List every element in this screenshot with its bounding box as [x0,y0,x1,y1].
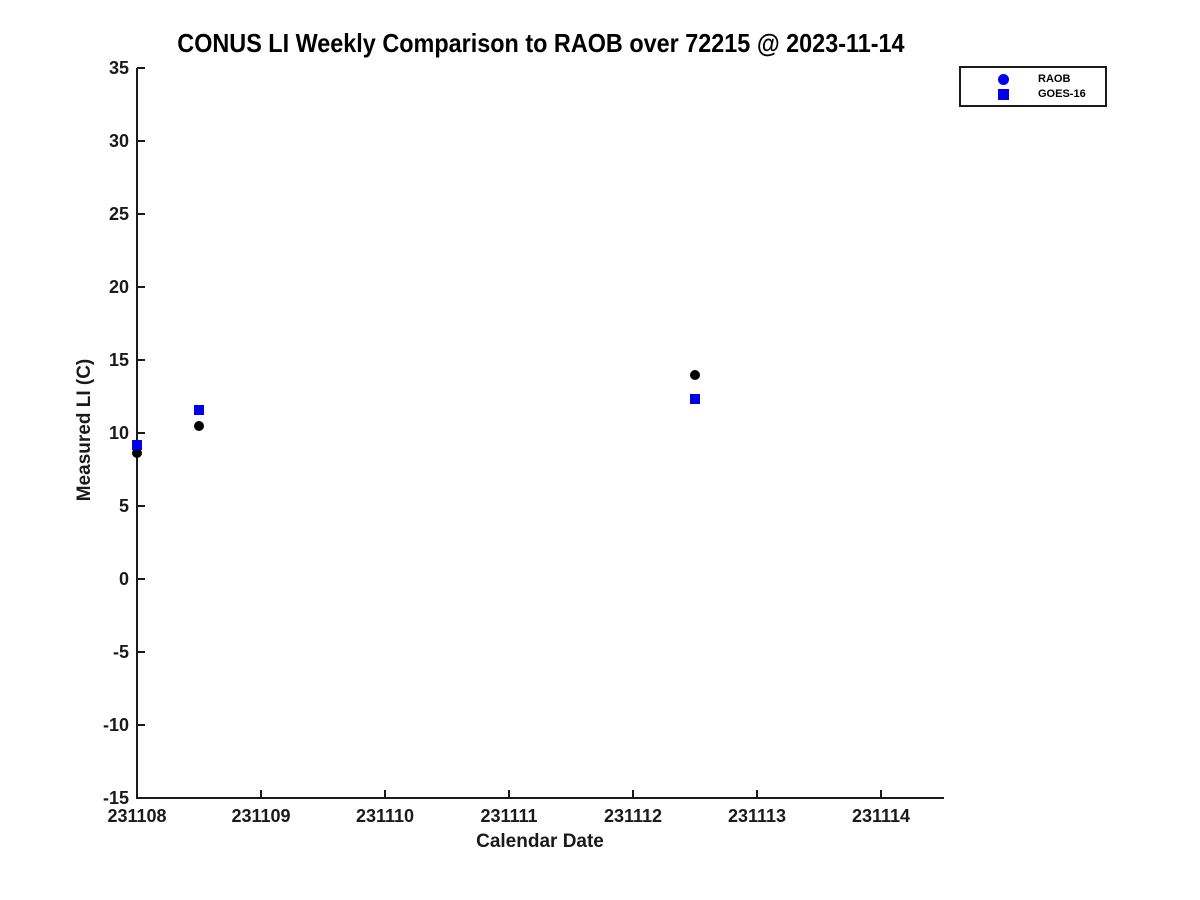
y-axis-tick-label: 30 [108,131,129,151]
y-axis-tick-label: 10 [108,423,129,443]
y-axis-tick [137,505,145,507]
x-axis-tick [260,790,262,798]
y-axis-label: Measured LI (C) [74,358,95,502]
y-axis-tick [137,213,145,215]
y-axis-tick-label: 15 [108,350,129,370]
y-axis-tick-label: -10 [102,715,129,735]
x-axis-tick [384,790,386,798]
data-point-raob [194,420,204,431]
y-axis-tick [137,651,145,653]
x-axis-tick-label: 231113 [727,806,787,826]
y-axis-tick-label: 5 [118,496,129,516]
x-axis-tick-label: 231109 [231,806,291,826]
y-axis-tick [137,432,145,434]
x-axis-line [136,797,944,799]
x-axis-tick [632,790,634,798]
legend-circle-icon [998,73,1009,85]
legend-entry-goes-16: GOES-16 [961,87,1105,102]
y-axis-tick [137,578,145,580]
legend: RAOB GOES-16 [959,66,1107,107]
data-point-goes-16 [132,439,142,450]
x-axis-tick [508,790,510,798]
y-axis-tick-label: 20 [108,277,129,297]
x-axis-tick [136,790,138,798]
data-point-raob [690,369,700,380]
y-axis-tick-label: -15 [102,788,129,808]
x-axis-tick [880,790,882,798]
x-axis-tick-label: 231110 [355,806,415,826]
y-axis-tick [137,797,145,799]
y-axis-tick [137,67,145,69]
x-axis-tick [756,790,758,798]
x-axis-tick-label: 231111 [480,806,538,826]
x-axis-label: Calendar Date [476,831,604,852]
legend-entry-raob: RAOB [961,72,1105,87]
x-axis-tick-label: 231108 [107,806,167,826]
y-axis-tick [137,286,145,288]
data-point-raob [132,448,142,459]
y-axis-tick [137,359,145,361]
data-point-goes-16 [690,394,700,405]
y-axis-tick-label: 25 [108,204,129,224]
legend-label-raob: RAOB [1038,73,1071,85]
chart-title: CONUS LI Weekly Comparison to RAOB over … [177,28,905,58]
y-axis-tick [137,724,145,726]
y-axis-tick [137,140,145,142]
y-axis-tick-label: 0 [118,569,129,589]
data-point-goes-16 [194,404,204,415]
legend-label-goes-16: GOES-16 [1038,88,1086,100]
legend-square-icon [998,88,1009,100]
plot-area [132,67,944,799]
y-axis-tick-label: -5 [112,642,129,662]
y-axis-tick-label: 35 [108,58,129,78]
x-axis-tick-label: 231114 [851,806,911,826]
x-axis-tick-label: 231112 [603,806,663,826]
